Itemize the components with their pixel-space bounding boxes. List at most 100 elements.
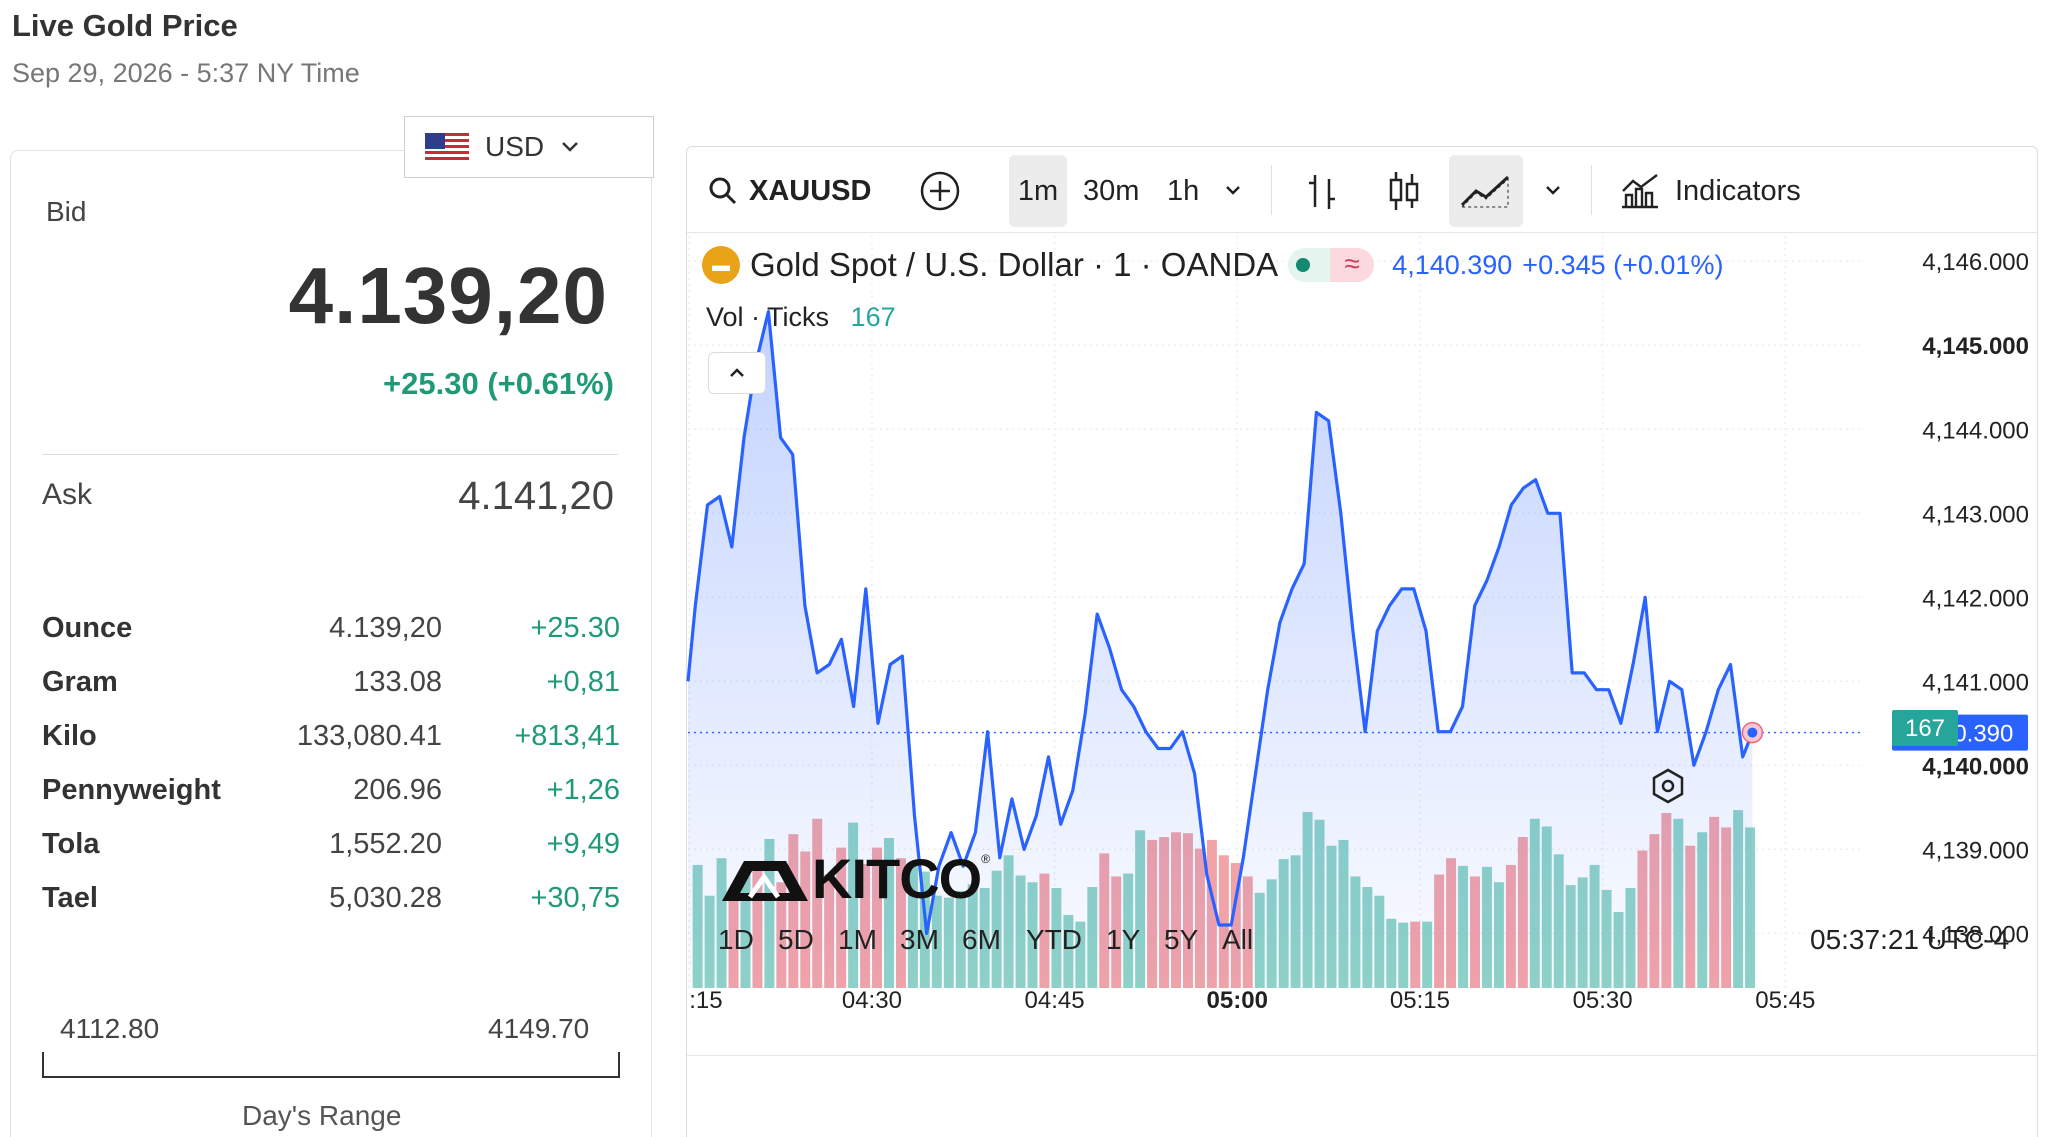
price-card bbox=[10, 150, 652, 1137]
candle-chart-button[interactable] bbox=[1387, 155, 1421, 227]
unit-price: 133,080.41 bbox=[296, 720, 442, 752]
bid-price: 4.139,20 bbox=[288, 251, 608, 340]
volume-legend-value: 167 bbox=[850, 302, 896, 332]
range-1m[interactable]: 1M bbox=[838, 924, 877, 955]
area-chart-icon bbox=[1460, 175, 1510, 208]
unit-name: Kilo bbox=[42, 720, 97, 752]
y-axis-tick-label: 4,140.000 bbox=[1922, 753, 2029, 780]
y-axis-tick-label: 4,144.000 bbox=[1922, 417, 2029, 444]
bar-chart-icon bbox=[1309, 175, 1335, 209]
y-axis-tick-label: 4,145.000 bbox=[1922, 333, 2029, 360]
range-5d[interactable]: 5D bbox=[778, 924, 814, 955]
x-axis-tick-label: 05:00 bbox=[1207, 987, 1268, 1014]
price-line bbox=[686, 310, 1754, 935]
x-axis-tick-label: :15 bbox=[689, 987, 722, 1014]
unit-price: 206.96 bbox=[353, 774, 442, 806]
add-compare-button[interactable] bbox=[919, 155, 961, 227]
registered-mark: ® bbox=[981, 852, 991, 866]
unit-row-tael: Tael 5,030.28 +30,75 bbox=[42, 882, 620, 936]
volume-bar bbox=[1218, 855, 1229, 988]
x-axis-tick-label: 05:15 bbox=[1390, 987, 1450, 1014]
unit-name: Ounce bbox=[42, 612, 133, 644]
chart-settings-icon[interactable] bbox=[1652, 768, 1684, 804]
y-axis-tick-label: 4,139.000 bbox=[1922, 837, 2029, 864]
unit-change: +0,81 bbox=[546, 666, 620, 698]
candle-chart-icon bbox=[1389, 172, 1419, 210]
area-chart-button[interactable] bbox=[1449, 155, 1523, 227]
range-3m[interactable]: 3M bbox=[900, 924, 939, 955]
chevron-down-icon bbox=[562, 142, 579, 152]
unit-name: Pennyweight bbox=[42, 774, 221, 806]
range-ytd[interactable]: YTD bbox=[1026, 924, 1082, 955]
legend-change: +0.345 (+0.01%) bbox=[1522, 249, 1724, 280]
chart-footer bbox=[687, 1055, 2037, 1137]
x-axis-tick-label: 05:45 bbox=[1755, 987, 1815, 1014]
price-chart[interactable]: 4,146.000 4,145.000 4,144.000 4,143.000 4,14… bbox=[686, 232, 2038, 1052]
indicators-button[interactable]: Indicators bbox=[1619, 155, 1801, 227]
kitco-logo-text: KITCO bbox=[812, 847, 982, 910]
toolbar-separator bbox=[1271, 165, 1272, 215]
volume-legend-label: Vol · Ticks bbox=[706, 302, 830, 332]
interval-dropdown[interactable] bbox=[1223, 155, 1243, 227]
chart-clock: 05:37:21 UTC-4 bbox=[1810, 924, 2010, 955]
symbol-search[interactable]: XAUUSD bbox=[707, 155, 871, 227]
unit-price: 133.08 bbox=[353, 666, 442, 698]
interval-1h[interactable]: 1h bbox=[1167, 174, 1200, 207]
timestamp: Sep 29, 2026 - 5:37 NY Time bbox=[12, 58, 360, 88]
bar-chart-button[interactable] bbox=[1305, 155, 1339, 227]
unit-name: Tola bbox=[42, 828, 100, 860]
interval-30m[interactable]: 30m bbox=[1083, 174, 1140, 207]
unit-change: +30,75 bbox=[530, 882, 620, 914]
kitco-logo-mark bbox=[722, 860, 808, 901]
collapse-legend-button[interactable] bbox=[708, 352, 766, 394]
unit-row-kilo: Kilo 133,080.41 +813,41 bbox=[42, 720, 620, 774]
unit-change: +25.30 bbox=[530, 612, 620, 644]
bid-label: Bid bbox=[46, 196, 87, 227]
volume-legend: Vol · Ticks 167 bbox=[706, 302, 896, 333]
unit-change: +1,26 bbox=[546, 774, 620, 806]
range-1d[interactable]: 1D bbox=[718, 924, 754, 955]
last-price-dot bbox=[1747, 727, 1758, 738]
range-high: 4149.70 bbox=[488, 1013, 590, 1044]
market-status-badge: ≈ bbox=[1288, 248, 1375, 282]
chart-toolbar: XAUUSD 1m 30m 1h Indicators bbox=[687, 147, 2037, 233]
ask-price: 4.141,20 bbox=[458, 474, 614, 518]
interval-1m[interactable]: 1m bbox=[1009, 155, 1067, 227]
range-label: Day's Range bbox=[242, 1100, 402, 1131]
ask-label: Ask bbox=[42, 478, 93, 511]
y-axis-tick-label: 4,138.000 bbox=[1922, 921, 2029, 948]
range-6m[interactable]: 6M bbox=[962, 924, 1001, 955]
kitco-logo: KITCO ® bbox=[718, 846, 990, 911]
gold-bars-icon: ▬ bbox=[702, 246, 740, 284]
symbol-label: XAUUSD bbox=[749, 174, 872, 207]
x-axis-tick-label: 05:30 bbox=[1573, 987, 1633, 1014]
unit-name: Gram bbox=[42, 666, 118, 698]
wave-icon: ≈ bbox=[1330, 248, 1375, 282]
x-axis-tick-label: 04:45 bbox=[1025, 987, 1085, 1014]
chevron-down-icon bbox=[1546, 186, 1560, 195]
market-open-icon bbox=[1296, 258, 1311, 272]
indicators-label: Indicators bbox=[1675, 174, 1801, 207]
price-area-fill bbox=[688, 311, 1753, 989]
range-5y[interactable]: 5Y bbox=[1164, 924, 1199, 955]
volume-tag bbox=[1892, 710, 1958, 746]
unit-change: +9,49 bbox=[546, 828, 620, 860]
legend-last-price: 4,140.390 bbox=[1392, 249, 1513, 280]
range-1y[interactable]: 1Y bbox=[1106, 924, 1141, 955]
unit-price: 1,552.20 bbox=[329, 828, 442, 860]
currency-label: USD bbox=[485, 131, 545, 162]
range-low: 4112.80 bbox=[60, 1013, 160, 1044]
currency-dropdown[interactable]: USD bbox=[404, 116, 654, 178]
page-title: Live Gold Price bbox=[12, 8, 238, 43]
y-axis-tick-label: 4,142.000 bbox=[1922, 585, 2029, 612]
unit-row-ounce: Ounce 4.139,20 +25.30 bbox=[42, 612, 620, 666]
unit-row-pennyweight: Pennyweight 206.96 +1,26 bbox=[42, 774, 620, 828]
chart-type-dropdown[interactable] bbox=[1543, 155, 1563, 227]
y-axis-tick-label: 4,141.000 bbox=[1922, 669, 2029, 696]
indicators-icon bbox=[1622, 174, 1658, 209]
y-axis-tick-label: 4,143.000 bbox=[1922, 501, 2029, 528]
range-bar bbox=[42, 1052, 620, 1078]
toolbar-separator bbox=[1591, 165, 1592, 215]
unit-change: +813,41 bbox=[514, 720, 620, 752]
range-all[interactable]: All bbox=[1222, 924, 1254, 955]
